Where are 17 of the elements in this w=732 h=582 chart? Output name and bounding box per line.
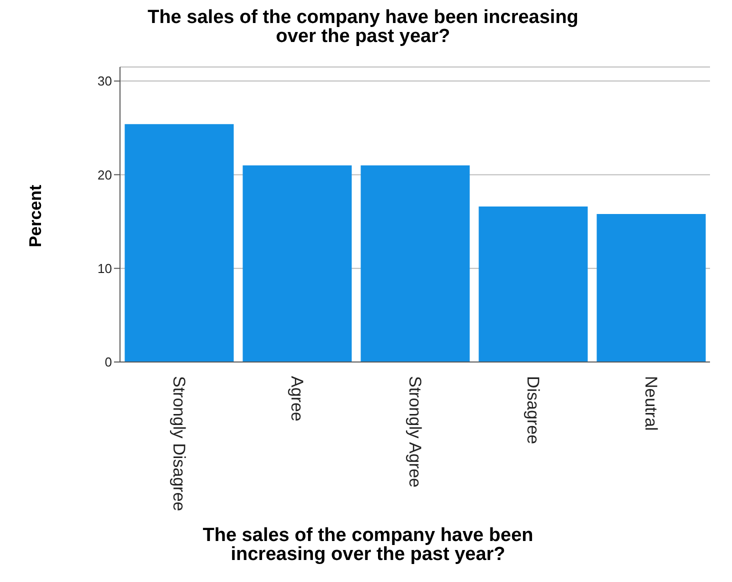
y-axis-title: Percent bbox=[26, 184, 46, 248]
bar bbox=[124, 124, 234, 362]
x-tick-label: Agree bbox=[288, 376, 306, 422]
x-tick-label: Strongly Agree bbox=[406, 376, 424, 488]
y-tick-label: 10 bbox=[98, 260, 112, 276]
chart-title: The sales of the company have been increasing over the past year? bbox=[146, 7, 580, 47]
y-tick-label: 30 bbox=[98, 74, 112, 89]
y-tick-label: 20 bbox=[98, 167, 112, 182]
bar bbox=[596, 214, 706, 362]
x-tick-label: Disagree bbox=[524, 376, 542, 444]
y-tick-label: 0 bbox=[104, 354, 112, 370]
bar bbox=[360, 165, 470, 362]
x-axis-title: The sales of the company have been increasing over the past year? bbox=[202, 525, 534, 565]
bar bbox=[478, 206, 588, 362]
bar bbox=[242, 165, 352, 362]
x-tick-label: Neutral bbox=[642, 376, 660, 431]
x-tick-label: Strongly Disagree bbox=[170, 376, 188, 512]
